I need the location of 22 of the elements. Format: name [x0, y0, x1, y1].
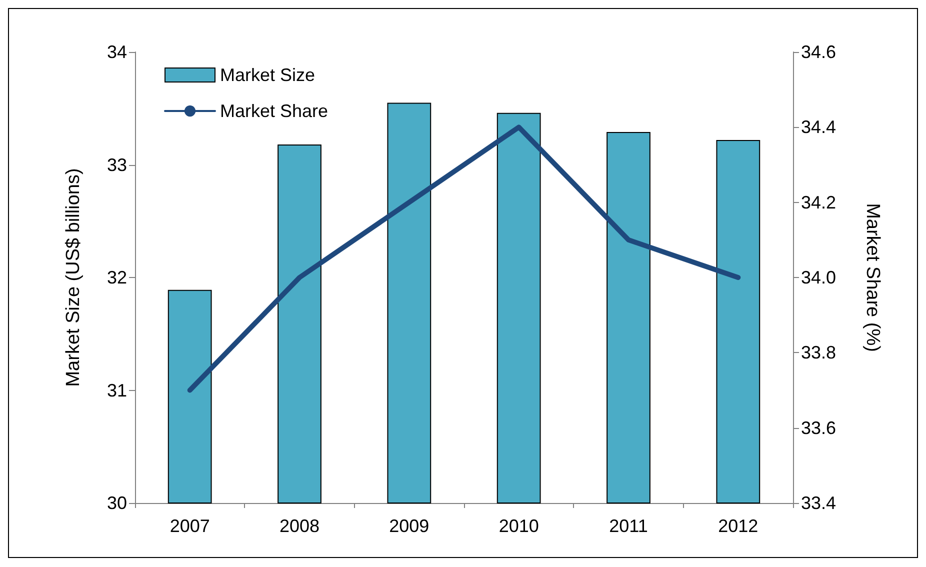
y-tick-label: 32 [106, 268, 127, 288]
y2-tick-label: 34.2 [801, 192, 836, 212]
y-axis-title: Market Size (US$ billions) [63, 168, 84, 387]
legend-label: Market Size [220, 65, 316, 85]
x-tick-label: 2007 [170, 516, 210, 536]
y-tick-label: 33 [106, 154, 127, 175]
y2-tick-label: 33.8 [801, 342, 836, 363]
x-tick-label: 2011 [609, 516, 648, 536]
legend-label: Market Share [220, 101, 328, 121]
y2-tick-label: 34.0 [801, 268, 836, 288]
y-tick-label: 34 [106, 42, 127, 62]
y2-tick-label: 34.6 [801, 42, 836, 62]
y2-axis-title: Market Share (%) [862, 203, 883, 352]
y2-tick-label: 34.4 [801, 117, 836, 138]
x-tick-label: 2012 [718, 516, 758, 536]
x-tick-label: 2010 [498, 516, 539, 536]
y-tick-label: 30 [106, 493, 127, 513]
y-tick-label: 31 [106, 380, 127, 400]
y2-tick-label: 33.4 [801, 493, 836, 513]
x-tick-label: 2008 [279, 516, 320, 536]
x-tick-label: 2009 [389, 516, 430, 536]
y2-tick-label: 33.6 [801, 418, 836, 438]
